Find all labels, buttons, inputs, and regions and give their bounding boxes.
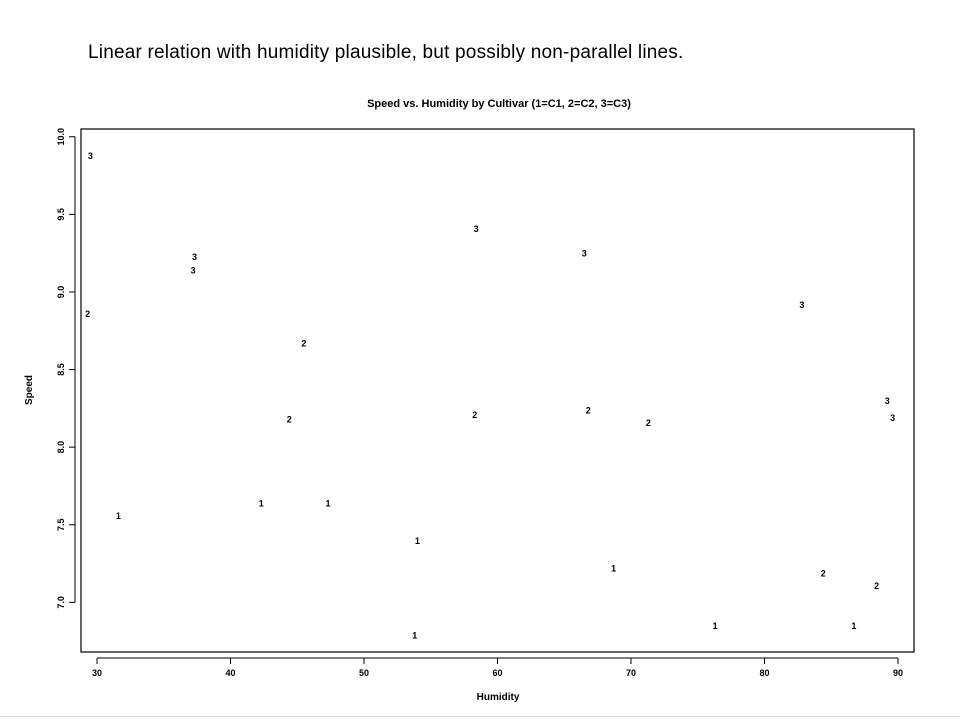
- plot-frame: [80, 128, 915, 653]
- data-point-cultivar-1: 1: [611, 564, 616, 574]
- x-tick-label: 30: [92, 668, 102, 678]
- data-point-cultivar-3: 3: [88, 151, 93, 161]
- y-tick-label: 10.0: [56, 128, 66, 146]
- data-point-cultivar-1: 1: [325, 499, 330, 509]
- data-point-cultivar-3: 3: [474, 224, 479, 234]
- x-tick-label: 70: [626, 668, 636, 678]
- data-point-cultivar-3: 3: [885, 396, 890, 406]
- data-point-cultivar-2: 2: [287, 415, 292, 425]
- data-point-cultivar-2: 2: [85, 309, 90, 319]
- slide-caption: Linear relation with humidity plausible,…: [88, 42, 684, 63]
- y-tick-label: 7.0: [56, 596, 66, 609]
- data-point-cultivar-1: 1: [851, 621, 856, 631]
- y-tick-label: 9.0: [56, 286, 66, 299]
- x-axis: 30 40 50 60 70 80 90: [92, 657, 903, 678]
- y-axis-label: Speed: [24, 375, 35, 405]
- data-point-cultivar-1: 1: [415, 536, 420, 546]
- data-point-cultivar-3: 3: [799, 300, 804, 310]
- data-point-cultivar-1: 1: [116, 511, 121, 521]
- data-point-cultivar-1: 1: [259, 499, 264, 509]
- y-tick-label: 8.5: [56, 363, 66, 376]
- slide-bottom-rule: [0, 716, 960, 717]
- data-point-cultivar-3: 3: [890, 413, 895, 423]
- data-point-cultivar-3: 3: [582, 249, 587, 259]
- x-tick-label: 60: [492, 668, 502, 678]
- x-tick-label: 40: [226, 668, 236, 678]
- y-tick-label: 8.0: [56, 441, 66, 454]
- data-point-cultivar-3: 3: [191, 266, 196, 276]
- data-point-cultivar-2: 2: [646, 418, 651, 428]
- data-point-cultivar-3: 3: [192, 252, 197, 262]
- y-axis: 7.0 7.5 8.0 8.5 9.0 9.5 10.0: [56, 128, 76, 609]
- data-point-cultivar-1: 1: [412, 630, 417, 640]
- data-point-cultivar-1: 1: [713, 621, 718, 631]
- x-tick-label: 50: [359, 668, 369, 678]
- x-axis-label: Humidity: [477, 692, 520, 703]
- data-point-cultivar-2: 2: [586, 405, 591, 415]
- data-point-cultivar-2: 2: [301, 339, 306, 349]
- data-point-cultivar-2: 2: [821, 568, 826, 578]
- y-tick-label: 7.5: [56, 518, 66, 531]
- x-tick-label: 90: [893, 668, 903, 678]
- chart-title: Speed vs. Humidity by Cultivar (1=C1, 2=…: [367, 98, 631, 110]
- y-tick-label: 9.5: [56, 208, 66, 221]
- data-point-cultivar-2: 2: [472, 410, 477, 420]
- x-tick-label: 80: [759, 668, 769, 678]
- data-point-cultivar-2: 2: [874, 581, 879, 591]
